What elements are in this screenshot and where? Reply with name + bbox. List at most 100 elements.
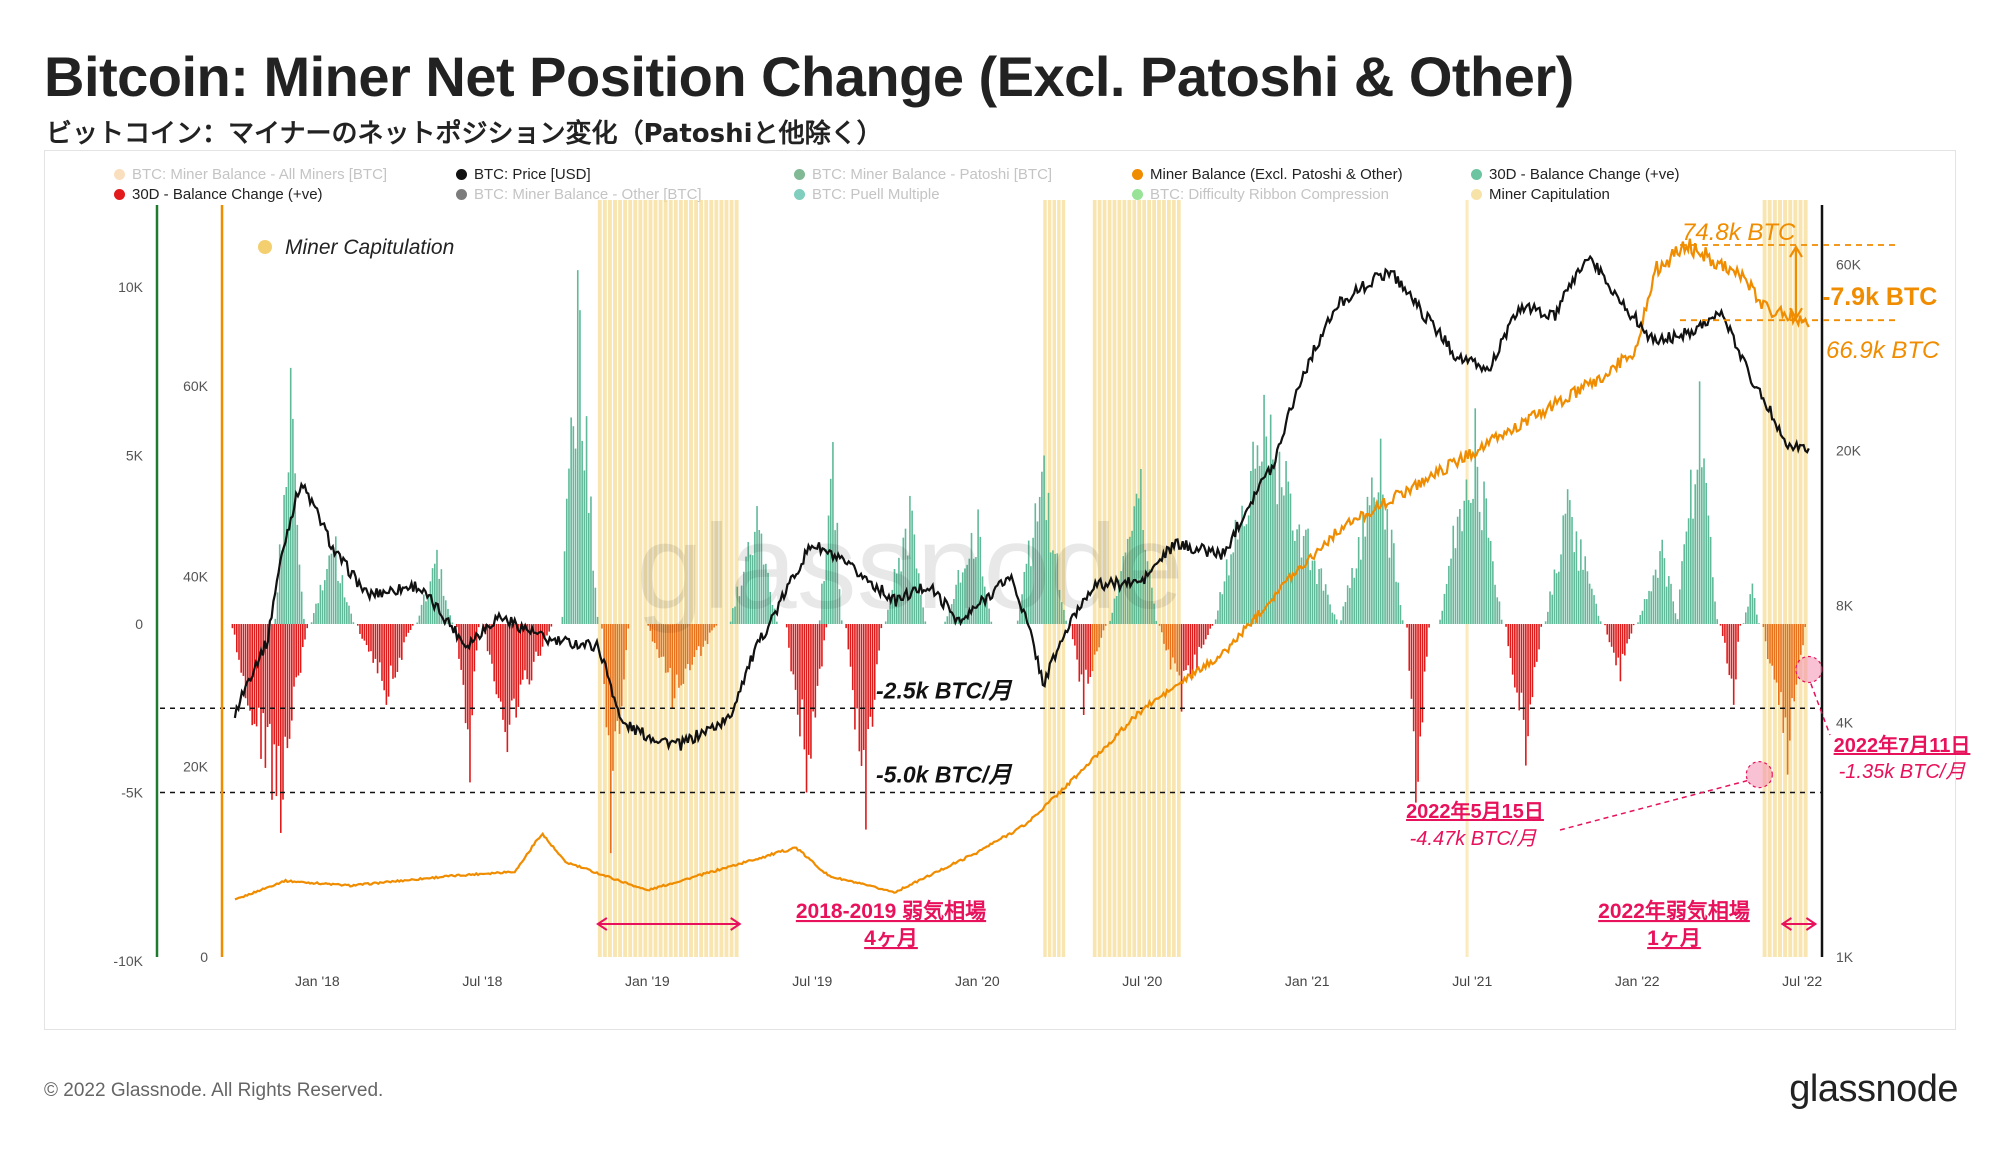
balance-change-bar	[803, 624, 806, 750]
balance-change-bar	[310, 622, 313, 624]
legend-item[interactable]: BTC: Miner Balance - Patoshi [BTC]	[794, 166, 1052, 183]
balance-change-bar	[1098, 624, 1100, 648]
capitulation-bar	[602, 200, 607, 957]
balance-change-bar	[1058, 589, 1061, 624]
balance-change-bar	[1388, 557, 1391, 624]
balance-change-bar	[961, 572, 964, 624]
legend-item[interactable]: BTC: Difficulty Ribbon Compression	[1132, 186, 1389, 203]
balance-change-bar	[1632, 624, 1635, 626]
balance-change-bar	[1608, 624, 1611, 643]
legend-item[interactable]: BTC: Puell Multiple	[794, 186, 940, 203]
balance-change-bar	[579, 310, 581, 624]
balance-change-bar	[1778, 624, 1780, 705]
balance-change-bar	[1085, 624, 1087, 670]
balance-change-bar	[1496, 597, 1499, 624]
balance-change-bar	[867, 624, 869, 730]
legend-item[interactable]: BTC: Miner Balance - All Miners [BTC]	[114, 166, 387, 183]
capitulation-bar	[1793, 200, 1798, 957]
balance-change-bar	[944, 621, 946, 624]
balance-change-bar	[704, 624, 707, 641]
balance-change-bar	[513, 624, 515, 699]
balance-change-bar	[773, 608, 776, 624]
balance-change-bar	[1408, 624, 1411, 671]
legend-item[interactable]: Miner Balance (Excl. Patoshi & Other)	[1132, 166, 1403, 183]
balance-change-bar	[277, 624, 280, 746]
balance-change-bar	[532, 624, 535, 662]
capitulation-bar	[1107, 200, 1112, 957]
balance-change-bar	[1065, 620, 1067, 624]
balance-change-bar	[1209, 624, 1211, 629]
balance-change-bar	[1283, 495, 1285, 624]
balance-change-bar	[847, 624, 850, 650]
capitulation-bar	[709, 200, 714, 957]
jul11-leader-line	[1810, 683, 1831, 736]
balance-change-bar	[889, 600, 891, 624]
balance-change-bar	[970, 532, 973, 624]
balance-change-bar	[287, 472, 290, 624]
balance-change-bar	[762, 564, 765, 624]
legend-dot-icon	[794, 169, 805, 180]
current-balance-label: 66.9k BTC	[1826, 337, 1940, 364]
balance-change-bar	[1300, 557, 1303, 624]
balance-change-bar	[1485, 498, 1488, 624]
balance-change-bar	[862, 624, 865, 750]
balance-change-bar	[278, 544, 281, 624]
balance-change-bar	[1652, 575, 1655, 624]
capitulation-bar	[643, 200, 648, 957]
balance-change-bar	[1278, 451, 1281, 624]
balance-change-bar	[1214, 619, 1217, 624]
balance-change-bar	[1522, 624, 1525, 720]
footer-logo[interactable]: glassnode	[1789, 1068, 1958, 1110]
balance-change-bar	[1481, 530, 1483, 624]
balance-change-bar	[249, 624, 251, 711]
balance-change-bar	[1786, 624, 1789, 775]
balance-change-bar	[1784, 624, 1787, 718]
balance-change-bar	[1146, 561, 1149, 624]
balance-change-bar	[1294, 540, 1296, 624]
legend-label: BTC: Price [USD]	[474, 166, 591, 183]
balance-change-bar	[691, 624, 693, 665]
balance-change-bar	[1716, 619, 1719, 624]
legend-item[interactable]: Miner Capitulation	[1471, 186, 1610, 203]
balance-change-bar	[1586, 571, 1589, 624]
balance-change-bar	[977, 509, 979, 624]
balance-change-bar	[1617, 624, 1620, 658]
balance-change-bar	[409, 624, 412, 630]
balance-change-bar	[1263, 394, 1265, 624]
balance-change-bar	[1178, 624, 1181, 676]
balance-change-bar	[1758, 623, 1760, 624]
balance-change-bar	[1102, 624, 1105, 631]
balance-change-bar	[1296, 529, 1298, 624]
balance-change-bar	[389, 624, 392, 666]
balance-change-bar	[805, 624, 808, 793]
balance-change-bar	[1705, 482, 1708, 624]
legend-item[interactable]: 30D - Balance Change (+ve)	[114, 186, 323, 203]
balance-change-bar	[486, 624, 489, 652]
balance-change-bar	[1789, 624, 1791, 741]
legend-item[interactable]: BTC: Miner Balance - Other [BTC]	[456, 186, 702, 203]
balance-change-bar	[1163, 624, 1165, 644]
legend-item[interactable]: BTC: Price [USD]	[456, 166, 591, 183]
balance-change-bar	[585, 416, 588, 624]
balance-change-bar	[526, 624, 528, 680]
balance-change-bar	[1514, 624, 1516, 688]
balance-change-bar	[1443, 593, 1446, 624]
balance-change-bar	[1153, 603, 1155, 624]
balance-change-bar	[440, 569, 443, 624]
balance-change-bar	[1364, 536, 1367, 624]
balance-change-bar	[1604, 624, 1606, 626]
balance-change-bar	[1674, 613, 1677, 624]
balance-change-bar	[1724, 624, 1726, 643]
balance-change-bar	[858, 624, 861, 752]
y-tick-label: 1K	[1836, 949, 1854, 965]
legend-item[interactable]: 30D - Balance Change (+ve)	[1471, 166, 1680, 183]
balance-change-bar	[315, 603, 317, 624]
balance-change-bar	[1043, 455, 1045, 624]
capitulation-bar	[689, 200, 693, 957]
balance-change-bar	[268, 624, 271, 724]
balance-change-bar	[1187, 624, 1189, 666]
balance-change-bar	[1795, 624, 1798, 685]
balance-change-bar	[1118, 579, 1120, 624]
balance-change-bar	[244, 624, 247, 699]
